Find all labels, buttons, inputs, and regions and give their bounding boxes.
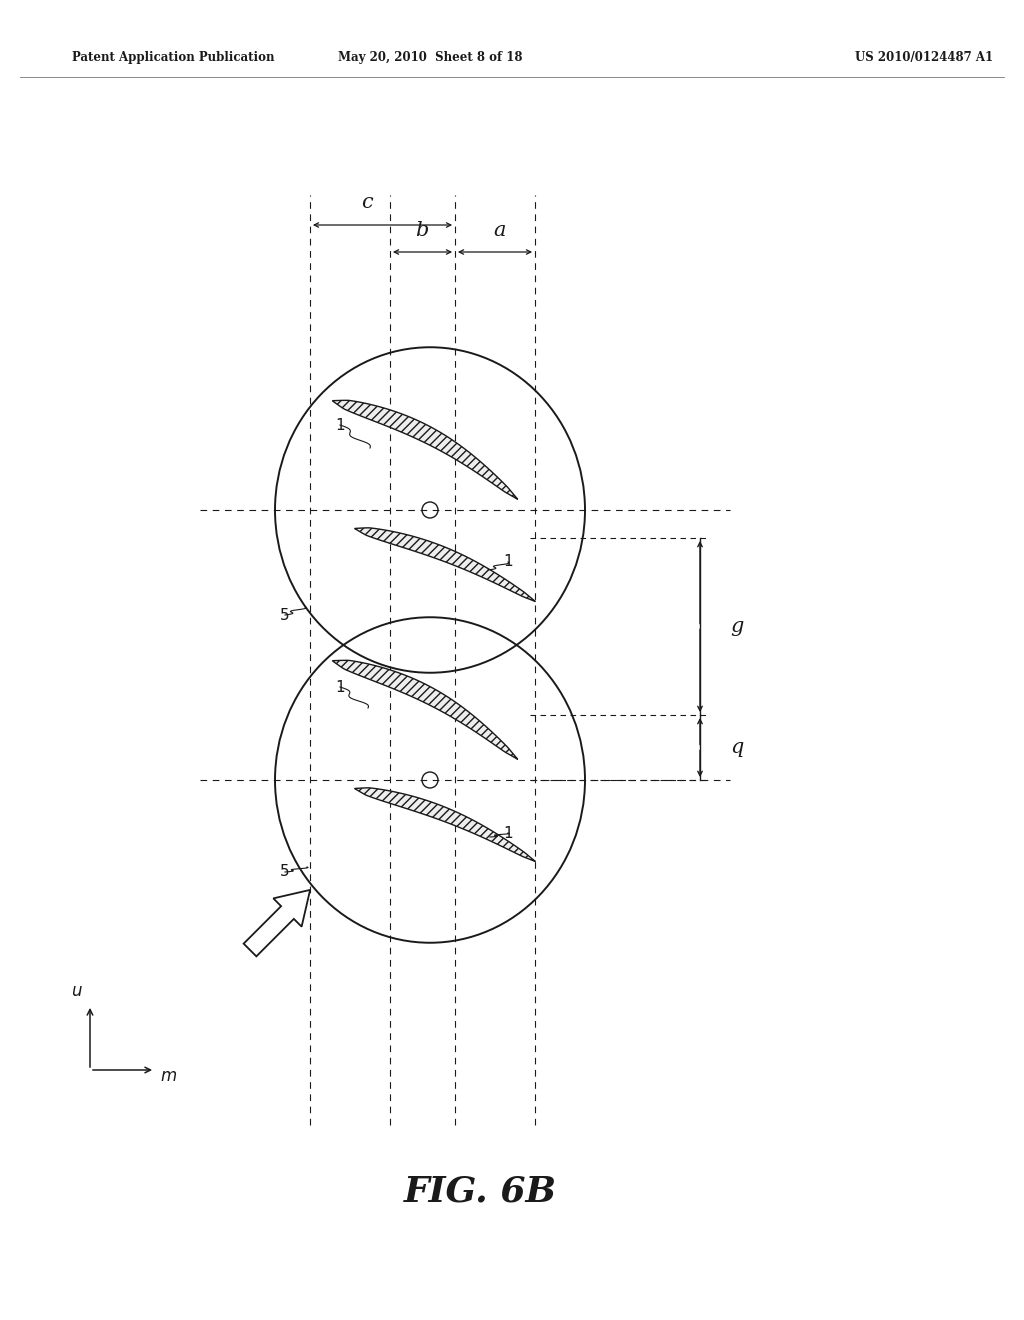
Polygon shape — [333, 400, 518, 499]
Text: 1: 1 — [335, 680, 345, 694]
Polygon shape — [354, 528, 536, 602]
Text: Patent Application Publication: Patent Application Publication — [72, 51, 274, 65]
Text: 1: 1 — [503, 554, 513, 569]
Text: US 2010/0124487 A1: US 2010/0124487 A1 — [855, 51, 993, 65]
Text: a: a — [494, 220, 506, 239]
Text: b: b — [416, 220, 429, 239]
Text: q: q — [730, 738, 743, 756]
Polygon shape — [333, 660, 518, 759]
Text: u: u — [71, 982, 81, 1001]
Text: 1: 1 — [503, 825, 513, 841]
Text: 1: 1 — [335, 417, 345, 433]
Text: g: g — [730, 616, 743, 636]
Text: 5: 5 — [281, 865, 290, 879]
Text: m: m — [161, 1067, 177, 1085]
Text: c: c — [361, 194, 373, 213]
Text: FIG. 6B: FIG. 6B — [403, 1175, 556, 1209]
Text: 5: 5 — [281, 607, 290, 623]
Polygon shape — [354, 788, 536, 862]
Text: May 20, 2010  Sheet 8 of 18: May 20, 2010 Sheet 8 of 18 — [338, 51, 522, 65]
FancyArrow shape — [244, 890, 310, 957]
